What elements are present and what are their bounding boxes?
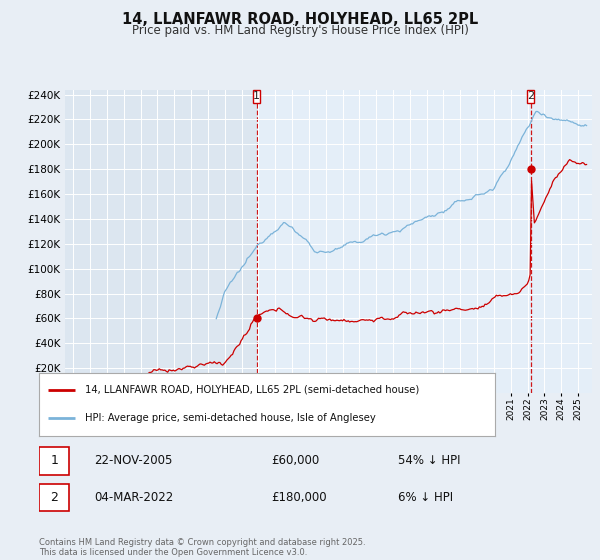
Text: 14, LLANFAWR ROAD, HOLYHEAD, LL65 2PL (semi-detached house): 14, LLANFAWR ROAD, HOLYHEAD, LL65 2PL (s… xyxy=(85,385,419,395)
Text: Price paid vs. HM Land Registry's House Price Index (HPI): Price paid vs. HM Land Registry's House … xyxy=(131,24,469,36)
Bar xyxy=(257,90,592,393)
Text: 1: 1 xyxy=(50,454,58,468)
Text: 1: 1 xyxy=(253,91,260,101)
Bar xyxy=(39,447,70,474)
Text: 54% ↓ HPI: 54% ↓ HPI xyxy=(398,454,460,468)
Text: 14, LLANFAWR ROAD, HOLYHEAD, LL65 2PL: 14, LLANFAWR ROAD, HOLYHEAD, LL65 2PL xyxy=(122,12,478,27)
Text: HPI: Average price, semi-detached house, Isle of Anglesey: HPI: Average price, semi-detached house,… xyxy=(85,413,376,423)
Text: 6% ↓ HPI: 6% ↓ HPI xyxy=(398,491,453,505)
Text: 04-MAR-2022: 04-MAR-2022 xyxy=(94,491,173,505)
Bar xyxy=(39,484,70,511)
Text: £60,000: £60,000 xyxy=(271,454,319,468)
Text: Contains HM Land Registry data © Crown copyright and database right 2025.
This d: Contains HM Land Registry data © Crown c… xyxy=(39,538,365,557)
Text: £180,000: £180,000 xyxy=(271,491,326,505)
Bar xyxy=(253,90,260,103)
Text: 2: 2 xyxy=(527,91,534,101)
Text: 2: 2 xyxy=(50,491,58,505)
Bar xyxy=(527,90,534,103)
Text: 22-NOV-2005: 22-NOV-2005 xyxy=(94,454,173,468)
